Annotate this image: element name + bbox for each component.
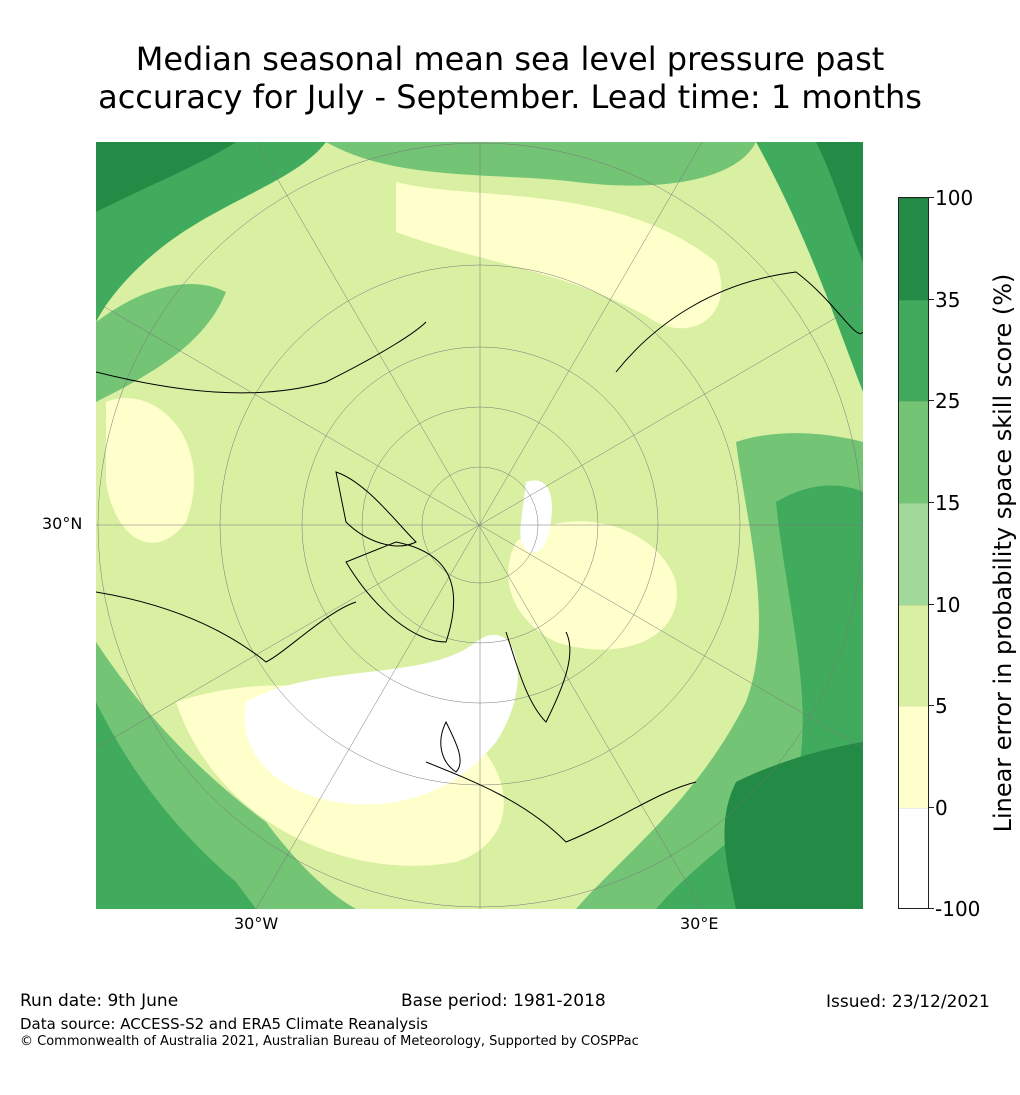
colorbar-segment-15-25 <box>899 401 928 503</box>
coast-british-isles <box>440 720 461 773</box>
tickmark-0 <box>929 807 934 808</box>
skill-band-25-35-topleft <box>96 142 326 322</box>
tickmark-100 <box>929 197 934 198</box>
chart-title: Median seasonal mean sea level pressure … <box>0 40 1020 116</box>
coast-scandinavia <box>505 631 571 723</box>
lon-label-30w: 30°W <box>234 914 279 933</box>
tick-label-neg100: -100 <box>935 897 981 921</box>
skill-band-35-100-topright <box>816 142 863 262</box>
colorbar-label: Linear error in probability space skill … <box>989 273 1017 833</box>
title-line-1: Median seasonal mean sea level pressure … <box>135 40 885 78</box>
skill-band-15-25-top <box>326 142 756 186</box>
tickmark-5 <box>929 705 934 706</box>
tick-label-0: 0 <box>935 796 948 820</box>
run-date: Run date: 9th June <box>20 991 179 1011</box>
base-period: Base period: 1981-2018 <box>401 991 606 1011</box>
skill-band-0-5-top <box>396 182 722 329</box>
coast-siberia <box>615 271 863 373</box>
tickmark-35 <box>929 299 934 300</box>
lon-label-30e: 30°E <box>680 914 719 933</box>
data-source: Data source: ACCESS-S2 and ERA5 Climate … <box>20 1015 428 1033</box>
skill-band-25-35-topright <box>756 142 863 392</box>
skill-band-negative-arctic <box>520 480 552 553</box>
coast-arctic-islands <box>335 471 417 547</box>
coast-alaska <box>96 321 427 394</box>
colorbar-segment-5-10 <box>899 605 928 706</box>
skill-band-15-25-left <box>96 283 226 402</box>
tickmark-10 <box>929 604 934 605</box>
map-svg <box>96 142 863 909</box>
lat-label-30n: 30°N <box>42 514 83 533</box>
tick-label-5: 5 <box>935 694 948 718</box>
graticule-meridian-diag-4 <box>255 142 703 909</box>
skill-band-0-5-leftmid <box>106 398 195 543</box>
coast-north-america <box>96 591 357 663</box>
coast-greenland <box>345 541 455 643</box>
skill-band-0-5-center <box>508 521 677 650</box>
copyright: © Commonwealth of Australia 2021, Austra… <box>20 1034 639 1049</box>
issued-date: Issued: 23/12/2021 <box>826 992 990 1012</box>
colorbar-segment-0-5 <box>899 706 928 808</box>
tick-label-15: 15 <box>935 491 961 515</box>
graticule <box>96 142 863 909</box>
skill-band-25-35-bottomleft <box>96 702 256 909</box>
skill-band-35-100-topleft <box>96 142 236 212</box>
title-line-2: accuracy for July - September. Lead time… <box>98 78 922 116</box>
colorbar-segment-25-35 <box>899 300 928 401</box>
colorbar-segment-35-100 <box>899 198 928 300</box>
skill-band-negative-atlantic <box>244 634 518 805</box>
colorbar-segment-10-15 <box>899 503 928 605</box>
tickmark-15 <box>929 502 934 503</box>
colorbar-segment-neg100-0 <box>899 808 928 908</box>
tickmark-neg100 <box>929 908 934 909</box>
coastlines <box>96 271 863 843</box>
tick-label-10: 10 <box>935 593 961 617</box>
tick-label-25: 25 <box>935 389 961 413</box>
tickmark-25 <box>929 400 934 401</box>
tick-label-35: 35 <box>935 288 961 312</box>
skill-band-35-100-right <box>724 742 863 909</box>
colorbar <box>898 197 929 909</box>
tick-label-100: 100 <box>935 186 974 210</box>
polar-map <box>96 142 863 909</box>
coast-europe <box>425 761 697 843</box>
